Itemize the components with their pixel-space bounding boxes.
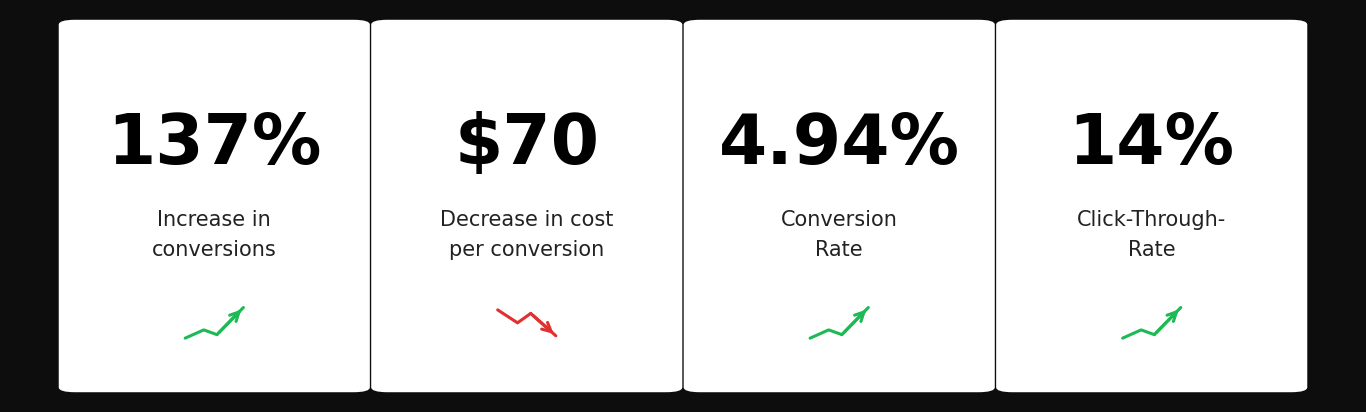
Text: $70: $70 bbox=[455, 111, 600, 178]
FancyBboxPatch shape bbox=[996, 20, 1307, 392]
FancyBboxPatch shape bbox=[59, 20, 370, 392]
Text: 14%: 14% bbox=[1068, 111, 1235, 178]
FancyBboxPatch shape bbox=[372, 20, 682, 392]
Text: Conversion
Rate: Conversion Rate bbox=[781, 210, 897, 260]
Text: 137%: 137% bbox=[107, 111, 321, 178]
Text: Increase in
conversions: Increase in conversions bbox=[152, 210, 277, 260]
Text: Decrease in cost
per conversion: Decrease in cost per conversion bbox=[440, 210, 613, 260]
FancyBboxPatch shape bbox=[683, 20, 994, 392]
Text: 4.94%: 4.94% bbox=[719, 111, 960, 178]
Text: Click-Through-
Rate: Click-Through- Rate bbox=[1076, 210, 1227, 260]
